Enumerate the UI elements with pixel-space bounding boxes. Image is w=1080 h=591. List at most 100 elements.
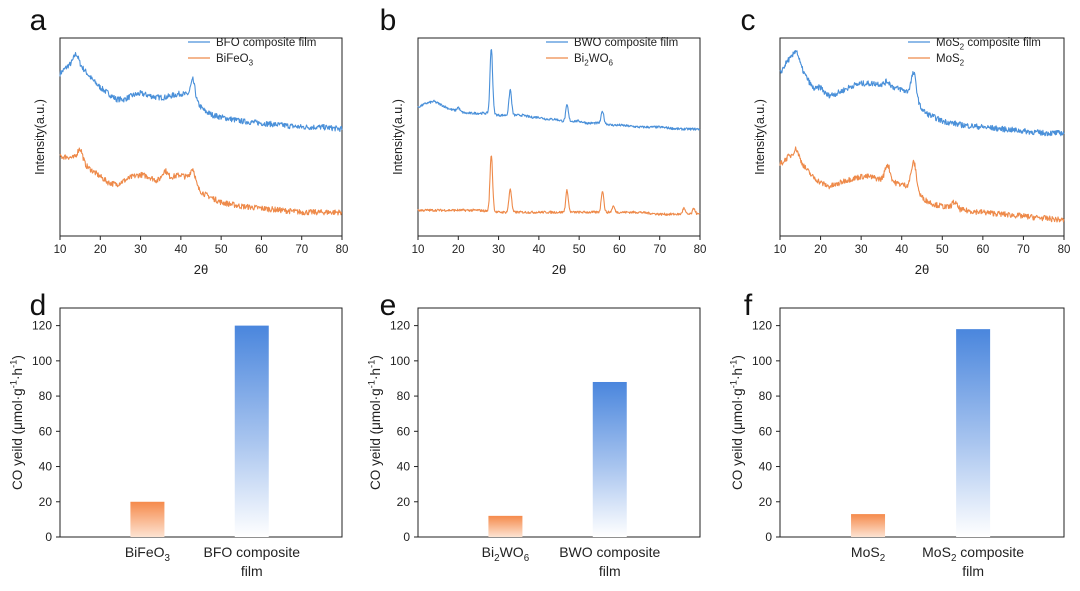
x-tick-label: 30 [134,244,147,256]
x-tick-label: 70 [295,244,308,256]
x-tick-label: 70 [653,244,666,256]
x-axis-label: 2θ [194,262,208,277]
x-tick-label: 60 [255,244,268,256]
text-part: WO [500,544,524,560]
text-part: Bi [574,53,584,65]
panel-label: a [30,4,47,37]
text-part: ·h [368,368,383,380]
text-part: -1 [9,380,20,388]
y-tick-label: 100 [32,354,52,368]
y-axis-label: CO yeild (μmol·g-1·h-1) [729,355,745,490]
y-tick-label: 60 [759,424,773,438]
bar-pure [130,501,165,537]
x-tick-label: 50 [215,244,228,256]
xrd-curve-composite [417,49,701,131]
y-axis-label: CO yeild (μmol·g-1·h-1) [367,355,383,490]
y-tick-label: 80 [759,389,773,403]
text-part: MoS [851,544,880,560]
text-part: MoS [936,53,960,65]
x-tick-label: 50 [936,244,949,256]
x-tick-label: 20 [94,244,107,256]
panel-label: b [380,4,397,37]
text-part: composite [956,544,1024,560]
xrd-curve-composite [779,50,1065,137]
panel-label: c [741,4,756,37]
x-tick-label: 20 [452,244,465,256]
text-part: CO yeild (μmol·g [368,388,383,490]
bar-composite [592,381,627,537]
y-axis-label: Intensity(a.u.) [753,99,767,175]
legend-label: BWO composite film [574,37,678,49]
x-tick-label: 10 [54,244,67,256]
text-part: CO yeild (μmol·g [10,388,25,490]
text-part: 6 [524,553,530,564]
y-tick-label: 20 [397,495,411,509]
x-tick-label: 20 [814,244,827,256]
y-tick-label: 100 [390,354,410,368]
x-tick-label: 30 [492,244,505,256]
x-tick-label: 80 [694,244,707,256]
x-tick-label: 80 [336,244,349,256]
text-part: -1 [729,380,740,388]
text-part: ·h [10,368,25,380]
xrd-panel-a: a 10 20 30 40 50 60 70 80 2θ Intensity(a.u.) BFO co… [30,4,349,277]
y-axis-label: CO yeild (μmol·g-1·h-1) [9,355,25,490]
y-tick-label: 60 [397,424,411,438]
bar-composite [956,329,991,537]
y-axis-label: Intensity(a.u.) [391,99,405,175]
text-part: film [962,563,984,579]
x-tick-label: 60 [976,244,989,256]
y-tick-label: 120 [752,319,772,333]
x-tick-label: 30 [855,244,868,256]
x-axis-label: 2θ [915,262,929,277]
xrd-curve-pure [417,155,701,216]
x-tick-label: 60 [613,244,626,256]
text-part: 3 [165,553,171,564]
panel-label: f [744,289,753,322]
xrd-curve-pure [779,146,1065,223]
y-tick-label: 20 [759,495,773,509]
text-part: MoS [922,544,951,560]
y-tick-label: 120 [390,319,410,333]
x-category-label: BFO composite [204,544,301,560]
y-tick-label: 60 [39,424,53,438]
plot-frame [417,37,701,237]
text-part: -1 [367,360,378,368]
bar-composite [234,325,269,537]
text-part: ·h [730,368,745,380]
x-category-label: MoS2 [851,544,885,564]
x-category-label: BWO composite [559,544,660,560]
legend-label: BFO composite film [216,37,316,49]
text-part: -1 [367,380,378,388]
xrd-curve-composite [59,51,343,133]
text-part: BWO composite film [574,37,678,49]
y-tick-label: 0 [45,530,52,544]
text-part: BiFeO [216,53,249,65]
text-part: BWO composite [559,544,660,560]
x-tick-label: 10 [412,244,425,256]
text-part: BFO composite film [216,37,316,49]
x-tick-label: 40 [532,244,545,256]
text-part: 3 [249,58,254,67]
text-part: WO [589,53,609,65]
legend-label: MoS2 composite film [936,37,1041,51]
xrd-curve-pure [59,147,342,216]
y-tick-label: 40 [39,460,53,474]
text-part: -1 [729,360,740,368]
text-part: 6 [609,58,614,67]
text-part: ) [368,355,383,360]
text-part: 2 [494,553,499,564]
x-category-label: BiFeO3 [125,544,171,564]
y-tick-label: 80 [397,389,411,403]
text-part: MoS [936,37,960,49]
y-tick-label: 80 [39,389,53,403]
legend-label: MoS2 [936,53,965,67]
x-axis-label: 2θ [552,262,566,277]
x-tick-label: 70 [1017,244,1030,256]
x-tick-label: 10 [774,244,787,256]
x-tick-label: 40 [895,244,908,256]
y-axis-label: Intensity(a.u.) [33,99,47,175]
panel-label: e [380,289,397,322]
